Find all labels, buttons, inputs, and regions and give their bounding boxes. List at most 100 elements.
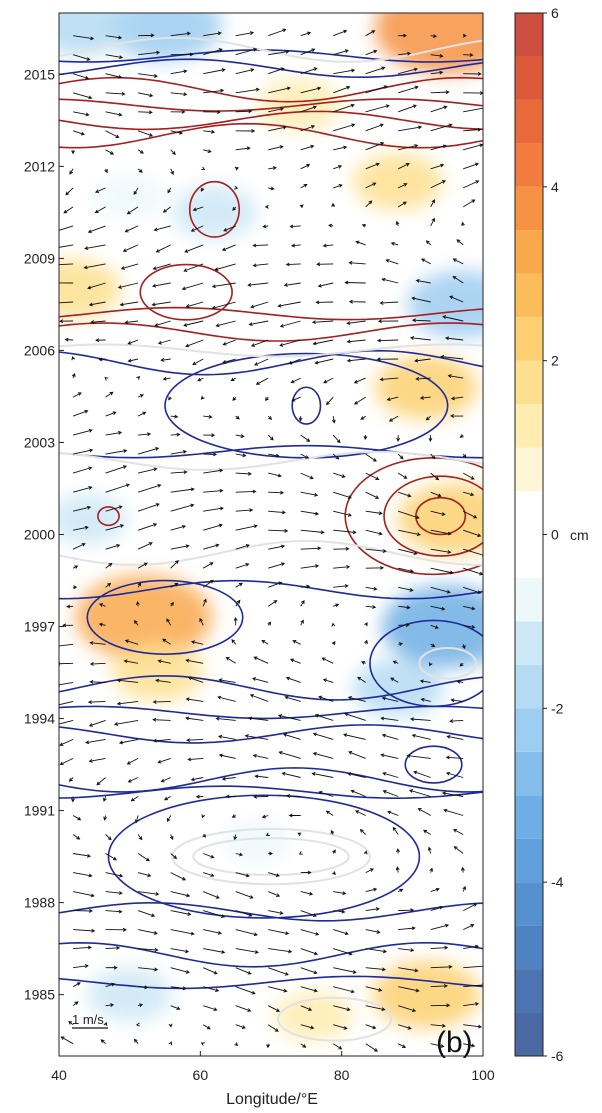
wind-vector <box>447 374 464 379</box>
wind-vector <box>460 866 465 873</box>
wind-vector <box>300 144 315 151</box>
contour-line <box>59 322 483 342</box>
wind-vector <box>235 891 254 899</box>
contour-line <box>404 745 463 784</box>
wind-vector <box>105 111 123 117</box>
wind-vector <box>278 750 301 759</box>
wind-vector <box>170 524 187 531</box>
wind-vector <box>167 187 172 194</box>
wind-vector <box>203 910 226 919</box>
colorbar-bin <box>515 273 543 318</box>
wind-vector <box>300 434 311 442</box>
wind-vector <box>315 300 334 305</box>
wind-vector <box>415 376 431 381</box>
wind-vector <box>268 490 285 495</box>
contour-line <box>59 36 483 63</box>
wind-vector <box>311 771 334 778</box>
wind-vector <box>136 376 141 380</box>
wind-vector <box>73 909 93 913</box>
wind-vector <box>250 339 269 347</box>
wind-vector <box>430 923 450 931</box>
contour-line <box>277 996 393 1042</box>
wind-vector <box>160 358 171 362</box>
wind-vector <box>170 986 187 991</box>
wind-vector <box>268 581 283 588</box>
wind-vector <box>365 868 374 874</box>
wind-vector <box>365 142 385 151</box>
wind-vector <box>350 789 366 797</box>
anomaly-blob <box>375 355 478 420</box>
wind-vector <box>170 929 195 936</box>
wind-vector <box>297 832 302 837</box>
wind-vector <box>105 524 125 531</box>
colorbar-bin <box>515 969 543 1013</box>
wind-vector <box>235 562 250 569</box>
wind-vector <box>135 600 140 607</box>
wind-vector <box>450 698 464 703</box>
wind-vector <box>298 851 303 855</box>
wind-vector <box>333 183 343 189</box>
wind-vector <box>235 68 255 75</box>
colorbar-bin <box>515 143 543 187</box>
wind-vector <box>449 295 464 303</box>
wind-vector <box>333 1005 351 1012</box>
wind-vector <box>138 947 159 952</box>
wind-vector <box>221 244 236 252</box>
wind-vector <box>252 263 269 268</box>
wind-vector <box>355 810 366 816</box>
colorbar-bin <box>515 56 543 100</box>
wind-vector <box>138 929 158 935</box>
wind-vector <box>268 891 281 897</box>
wind-vector <box>376 357 399 362</box>
wind-vector <box>365 1043 379 1052</box>
wind-vector <box>300 948 319 956</box>
wind-vector <box>268 967 289 976</box>
wind-vector <box>203 88 225 94</box>
wind-vector <box>430 1023 446 1028</box>
wind-vector <box>170 967 190 974</box>
colorbar-tick-label: -6 <box>551 1048 564 1064</box>
wind-vector <box>268 472 282 478</box>
wind-vector <box>430 1043 445 1048</box>
wind-vector <box>365 200 373 208</box>
wind-vector <box>333 49 349 56</box>
colorbar-tick-label: -4 <box>551 874 564 890</box>
wind-vector <box>365 123 384 132</box>
wind-vector <box>300 600 305 607</box>
colorbar-bin <box>515 404 543 448</box>
wind-vector <box>463 162 479 170</box>
wind-vector <box>398 33 408 38</box>
wind-vector <box>168 1041 173 1046</box>
wind-vector <box>105 411 117 417</box>
wind-vector <box>203 433 216 438</box>
wind-vector <box>325 396 334 406</box>
wind-vector <box>95 187 106 193</box>
contour-line <box>59 724 483 744</box>
wind-vector <box>463 529 482 538</box>
wind-vector <box>181 282 204 291</box>
wind-vector <box>353 396 366 405</box>
wind-vector <box>166 618 172 626</box>
wind-vector <box>138 92 154 98</box>
wind-vector <box>397 888 404 893</box>
wind-vector <box>463 1002 480 1007</box>
anomaly-blob <box>112 644 204 701</box>
wind-vector <box>170 414 179 419</box>
colorbar-bin <box>515 621 543 665</box>
wind-vector <box>365 586 378 591</box>
wind-vector <box>397 472 408 479</box>
wind-vector <box>203 452 218 457</box>
wind-vector <box>104 377 109 381</box>
wind-vector <box>170 601 174 607</box>
colorbar-bin <box>515 491 543 578</box>
wind-vector <box>73 891 95 898</box>
wind-vector <box>166 815 172 822</box>
wind-vector <box>253 656 269 664</box>
wind-vector <box>103 1021 108 1027</box>
wind-vector <box>137 467 158 474</box>
wind-vector <box>318 790 334 797</box>
wind-vector <box>203 48 223 56</box>
wind-vector <box>170 560 179 569</box>
wind-vector <box>202 833 207 838</box>
wind-vector <box>235 453 247 458</box>
